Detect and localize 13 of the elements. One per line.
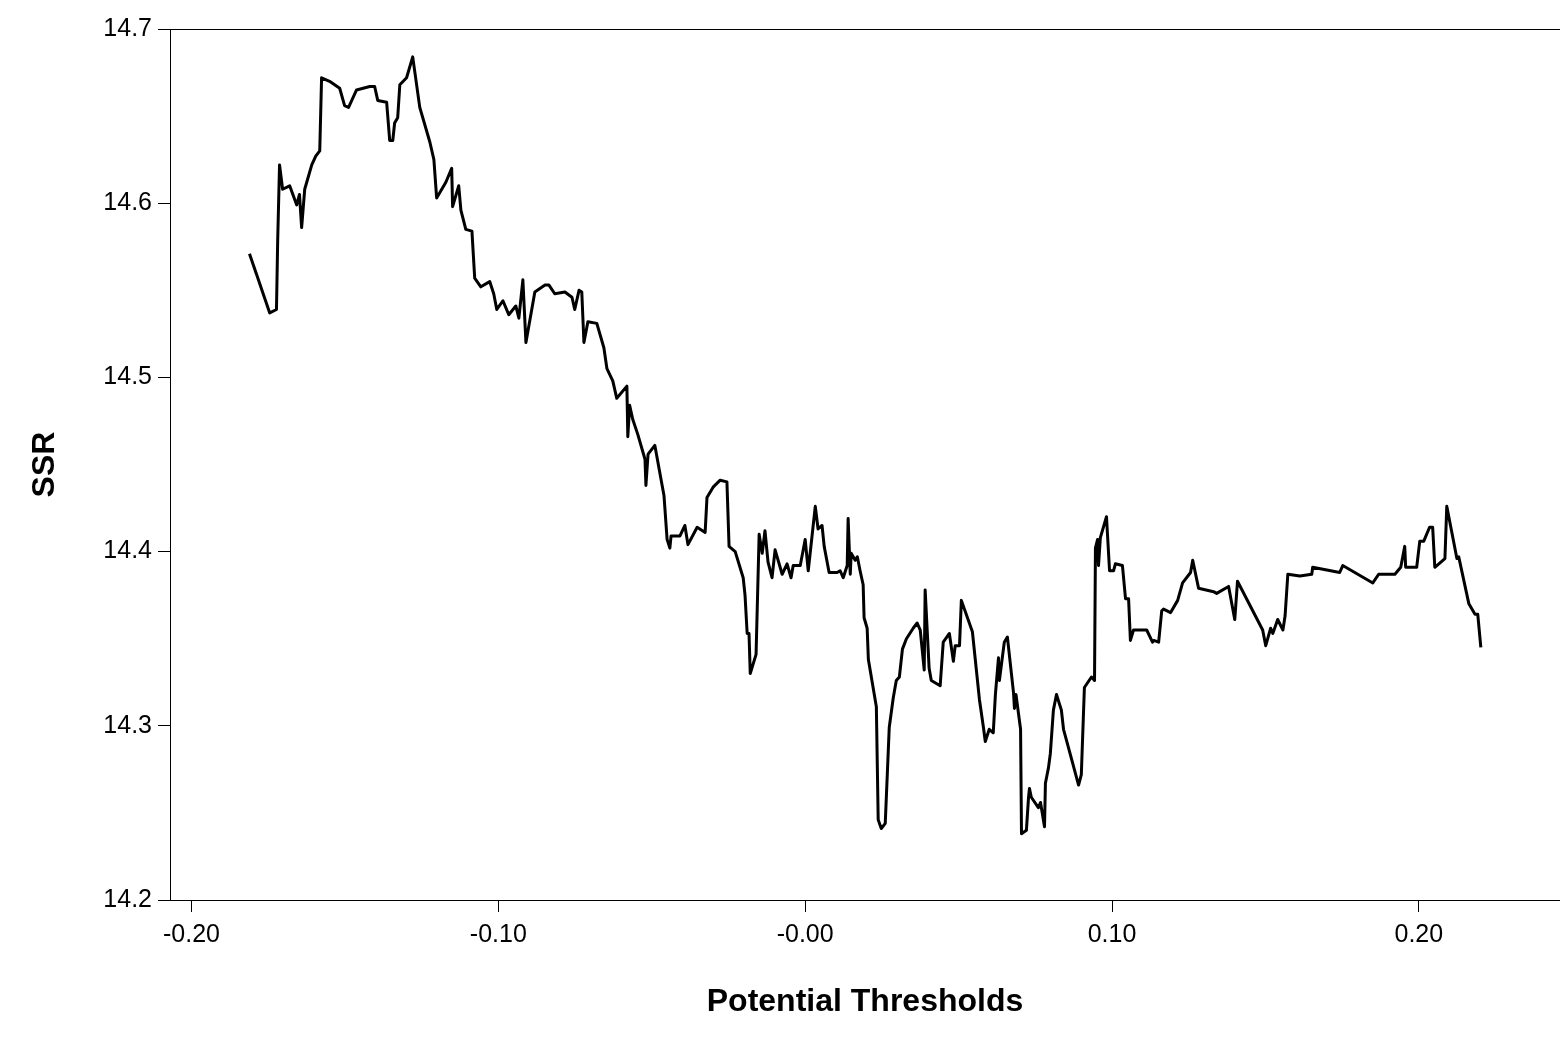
y-tick-label: 14.4 (103, 535, 153, 564)
y-tick-label: 14.5 (103, 361, 152, 390)
y-tick-label: 14.2 (103, 883, 152, 912)
x-tick-label: 0.10 (1087, 918, 1137, 947)
x-tick-label: -0.20 (162, 918, 220, 947)
y-tick-label: 14.7 (103, 12, 152, 41)
x-tick-label: -0.10 (469, 918, 527, 947)
x-tick-label: 0.20 (1394, 918, 1444, 947)
y-axis-title: SSR (25, 431, 62, 498)
x-axis-title: Potential Thresholds (706, 981, 1024, 1018)
y-tick-label: 14.3 (103, 709, 152, 738)
y-tick-label: 14.6 (103, 187, 152, 216)
x-tick-label: -0.00 (776, 918, 834, 947)
